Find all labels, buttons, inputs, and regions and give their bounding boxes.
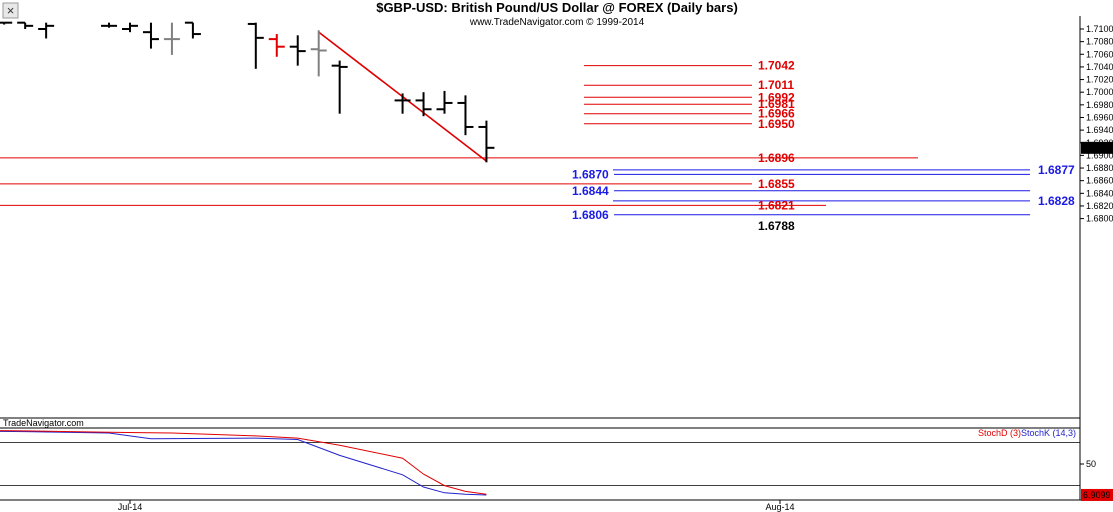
ohlc-bar [142,22,159,49]
stoch-last-value-label: 6.9099 [1083,490,1111,500]
price-bars [0,21,495,163]
ohlc-bar [17,21,34,29]
stochastic-panel: 50 StochD (3) StochK (14,3) 6.9099 [0,428,1113,501]
ohlc-bar [310,30,327,77]
price-level-label: 1.7042 [758,59,795,73]
price-axis-tick-label: 1.6880 [1086,163,1113,173]
date-axis: Jul-14 Aug-14 [118,500,794,512]
price-axis-tick-label: 1.7100 [1086,24,1113,34]
ohlc-bar [478,120,495,163]
price-axis-tick-label: 1.7020 [1086,75,1113,85]
price-level-label: 1.6855 [758,177,795,191]
ohlc-bar [415,92,432,117]
price-level-label: 1.6896 [758,151,795,165]
stoch-legend-k: StochK (14,3) [1021,428,1076,438]
stoch-k-line [0,430,487,496]
ohlc-bar [436,90,453,114]
price-level-label: 1.6870 [572,167,609,181]
stoch-d-line [0,430,487,495]
stoch-last-value-marker [1081,488,1113,501]
price-axis-tick-label: 1.6900 [1086,150,1113,160]
last-price-marker [1081,141,1113,154]
price-axis-tick-label: 1.7060 [1086,49,1113,59]
price-axis-tick-label: 1.6820 [1086,201,1113,211]
stoch-legend-d: StochD (3) [978,428,1021,438]
window-close-button[interactable]: × [2,2,19,19]
ohlc-bar [247,22,264,69]
price-level-label: 1.6844 [572,184,609,198]
ohlc-bar [163,22,180,55]
price-level-label: 1.6788 [758,219,795,233]
price-level-label: 1.6821 [758,198,795,212]
ohlc-bar [184,21,201,39]
price-axis-tick-label: 1.6940 [1086,125,1113,135]
price-level-label: 1.6966 [758,107,795,121]
price-level-label: 1.6950 [758,117,795,131]
date-axis-label: Aug-14 [765,502,794,512]
chart-title: $GBP-USD: British Pound/US Dollar @ FORE… [376,0,738,15]
price-axis-tick-label: 1.6860 [1086,176,1113,186]
chart-subtitle: www.TradeNavigator.com © 1999-2014 [469,17,645,28]
price-level-label: 1.6981 [758,97,795,111]
ohlc-bar [101,22,118,28]
price-level-label: 1.6877 [1038,163,1075,177]
price-axis-tick-label: 1.6980 [1086,100,1113,110]
price-axis-tick-label: 1.6840 [1086,188,1113,198]
close-icon[interactable]: × [7,3,15,18]
price-level-label: 1.6806 [572,208,609,222]
price-level-label: 1.6992 [758,90,795,104]
watermark-label: TradeNavigator.com [3,418,84,428]
ohlc-bar [0,21,13,25]
price-axis-tick-label: 1.6960 [1086,112,1113,122]
ohlc-bar [457,95,474,136]
last-price-label: 1.6912 [1083,143,1111,153]
price-level-label: 1.7011 [758,78,794,92]
ohlc-bar [38,22,55,39]
price-level-label: 1.6828 [1038,194,1075,208]
ohlc-bar [268,34,285,57]
price-axis-tick-label: 1.7040 [1086,62,1113,72]
stoch-axis-tick-label: 50 [1086,459,1096,469]
date-axis-label: Jul-14 [118,502,143,512]
ohlc-bar [331,60,348,114]
price-axis-tick-label: 1.7000 [1086,87,1113,97]
ohlc-bar [289,35,306,66]
price-axis: 1.7100 1.7080 1.7060 1.7040 1.7020 1.7000 1.69… [1080,24,1113,224]
price-axis-tick-label: 1.6800 [1086,214,1113,224]
price-axis-tick-label: 1.7080 [1086,37,1113,47]
ohlc-bar [394,93,411,114]
ohlc-bar [122,22,138,33]
